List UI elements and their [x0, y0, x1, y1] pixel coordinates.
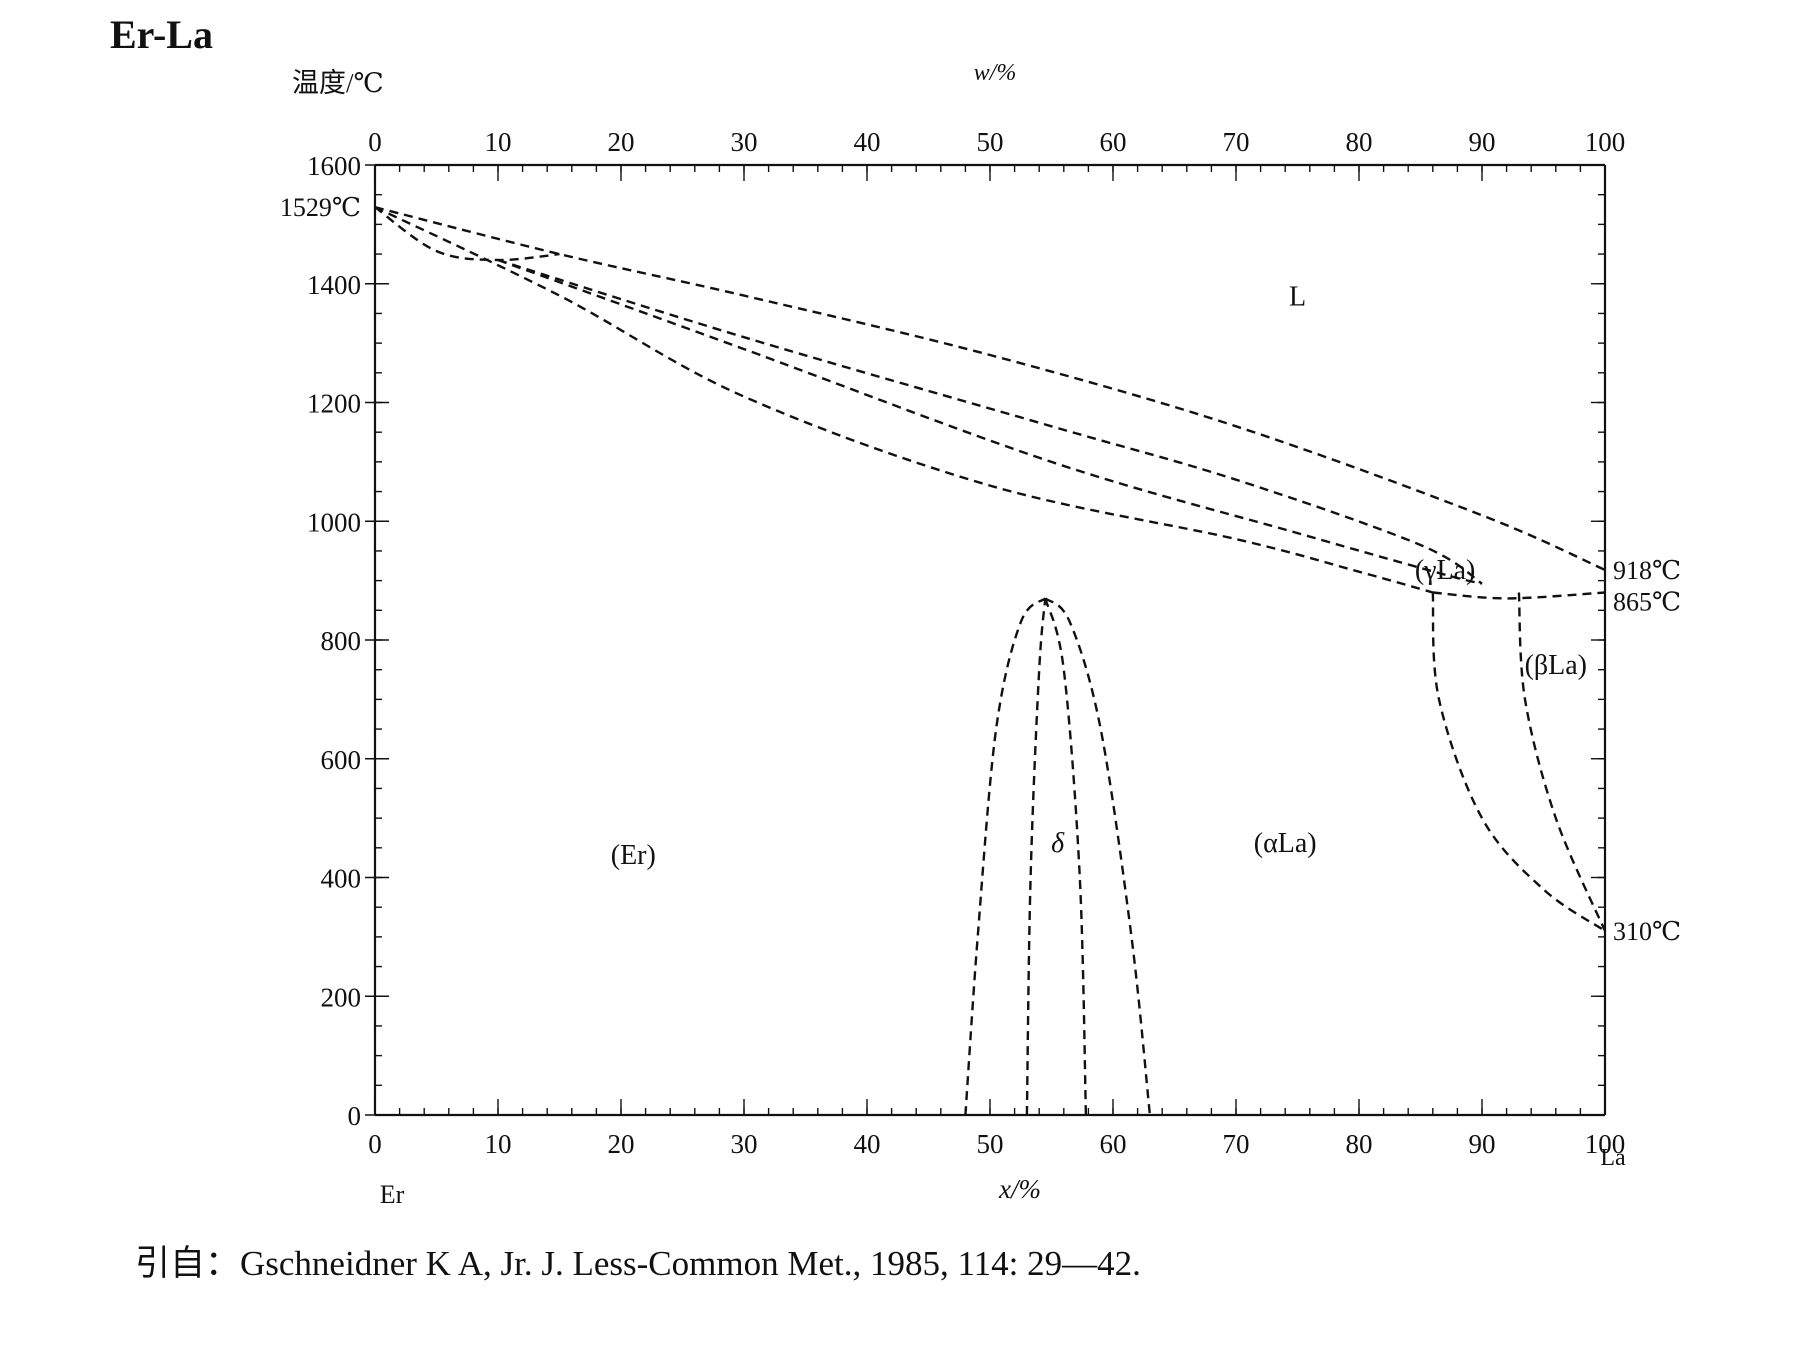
y-tick-label: 1600	[307, 151, 361, 181]
major-ticks	[365, 164, 1606, 1116]
x-axis-label: x/%	[998, 1174, 1041, 1204]
y-tick-label: 200	[321, 982, 362, 1012]
top-tick-label: 100	[1585, 127, 1626, 157]
x-tick-label: 60	[1100, 1129, 1127, 1159]
top-tick-label: 60	[1100, 127, 1127, 157]
top-tick-label: 20	[608, 127, 635, 157]
top-tick-labels: 0 10 20 30 40 50 60 70 80 90 100	[368, 127, 1625, 157]
phase-boundary-curve	[374, 206, 1434, 594]
top-tick-label: 80	[1346, 127, 1373, 157]
phase-boundary-curve	[964, 597, 1047, 1116]
x-tick-label: 30	[731, 1129, 758, 1159]
temperature-label: 1529℃	[280, 193, 361, 222]
x-tick-label: 100	[1585, 1129, 1626, 1159]
right-element-label: La	[1600, 1145, 1626, 1171]
top-tick-label: 40	[854, 127, 881, 157]
temperature-label: 918℃	[1613, 556, 1681, 585]
reference-note: 引自：Gschneidner K A, Jr. J. Less-Common M…	[135, 1244, 1141, 1283]
phase-labels: L (γLa) (βLa) (αLa) δ (Er)	[611, 282, 1587, 871]
top-tick-label: 0	[368, 127, 382, 157]
top-tick-label: 50	[977, 127, 1004, 157]
phase-boundary-curve	[497, 258, 1483, 585]
x-tick-label: 0	[368, 1129, 382, 1159]
x-tick-label: 50	[977, 1129, 1004, 1159]
phase-boundary-curve	[1517, 592, 1607, 932]
phase-region-label: (γLa)	[1415, 555, 1476, 586]
phase-region-label: (αLa)	[1254, 828, 1317, 859]
phase-boundary-curve	[1431, 592, 1606, 932]
phase-boundary-curve	[1044, 598, 1088, 1116]
temperature-label: 865℃	[1613, 587, 1681, 616]
temperature-label: 310℃	[1613, 917, 1681, 946]
top-tick-label: 70	[1223, 127, 1250, 157]
x-tick-label: 20	[608, 1129, 635, 1159]
x-tick-labels: 0 10 20 30 40 50 60 70 80 90 100	[368, 1129, 1625, 1159]
left-element-label: Er	[380, 1180, 405, 1209]
y-axis-label: 温度/℃	[292, 68, 384, 98]
chart-title: Er-La	[110, 12, 213, 57]
x-tick-label: 80	[1346, 1129, 1373, 1159]
y-tick-label: 600	[321, 745, 362, 775]
y-tick-label: 0	[348, 1101, 362, 1131]
y-tick-label: 400	[321, 864, 362, 894]
top-tick-label: 10	[485, 127, 512, 157]
phase-boundary-curve	[1044, 597, 1152, 1116]
y-tick-label: 1200	[307, 389, 361, 419]
x-tick-label: 70	[1223, 1129, 1250, 1159]
plot-frame	[373, 163, 1607, 1117]
y-tick-label: 1400	[307, 270, 361, 300]
phase-boundary-curve	[374, 206, 560, 262]
y-tick-label: 800	[321, 626, 362, 656]
phase-region-label: δ	[1051, 828, 1065, 859]
phase-boundary-curve	[1432, 591, 1606, 600]
phase-region-label: L	[1289, 282, 1306, 313]
top-axis-label: w/%	[974, 60, 1017, 86]
phase-region-label: (Er)	[611, 840, 656, 871]
minor-ticks	[374, 164, 1606, 1116]
top-tick-label: 90	[1469, 127, 1496, 157]
top-tick-label: 30	[731, 127, 758, 157]
x-tick-label: 10	[485, 1129, 512, 1159]
y-tick-labels: 0 200 400 600 800 1000 1200 1400 1600	[307, 151, 361, 1131]
phase-boundaries	[374, 206, 1607, 1116]
phase-boundary-curve	[497, 258, 1483, 585]
phase-boundary-curve	[1025, 598, 1047, 1116]
x-tick-label: 90	[1469, 1129, 1496, 1159]
x-tick-label: 40	[854, 1129, 881, 1159]
phase-region-label: (βLa)	[1525, 650, 1587, 681]
y-tick-label: 1000	[307, 507, 361, 537]
phase-boundary-curve	[374, 206, 1606, 571]
